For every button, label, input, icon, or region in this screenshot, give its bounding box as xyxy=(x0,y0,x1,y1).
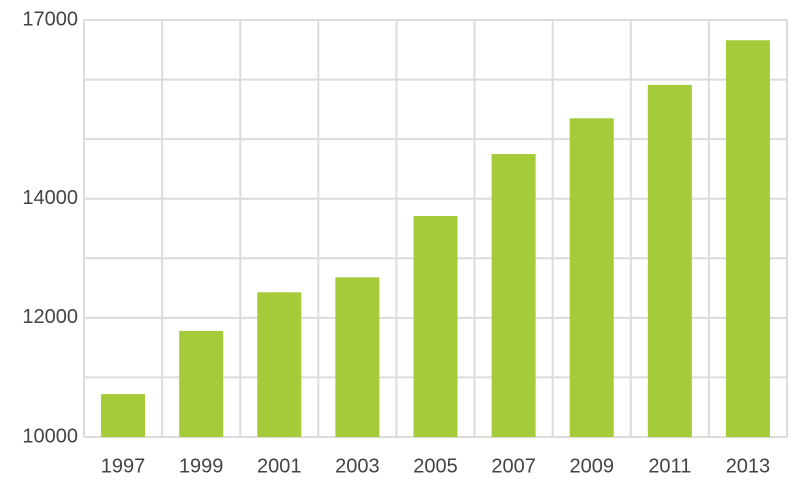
bar xyxy=(647,84,692,437)
bar xyxy=(335,277,380,437)
bar xyxy=(491,154,536,438)
x-tick-label: 1997 xyxy=(101,455,146,477)
y-tick-label: 10000 xyxy=(22,425,78,447)
bar xyxy=(569,118,614,438)
bar xyxy=(179,330,224,437)
x-tick-label: 2001 xyxy=(257,455,302,477)
y-tick-label: 14000 xyxy=(22,187,78,209)
y-tick-label: 12000 xyxy=(22,306,78,328)
x-tick-label: 1999 xyxy=(179,455,224,477)
y-tick-label: 17000 xyxy=(22,8,78,30)
bar xyxy=(725,40,770,438)
x-tick-label: 2011 xyxy=(648,455,691,477)
bar xyxy=(413,215,458,437)
x-tick-label: 2003 xyxy=(335,455,380,477)
x-tick-label: 2009 xyxy=(569,455,614,477)
bar xyxy=(101,394,146,437)
x-tick-label: 2013 xyxy=(726,455,771,477)
bar xyxy=(257,292,302,437)
x-tick-label: 2007 xyxy=(491,455,536,477)
x-tick-label: 2005 xyxy=(413,455,458,477)
